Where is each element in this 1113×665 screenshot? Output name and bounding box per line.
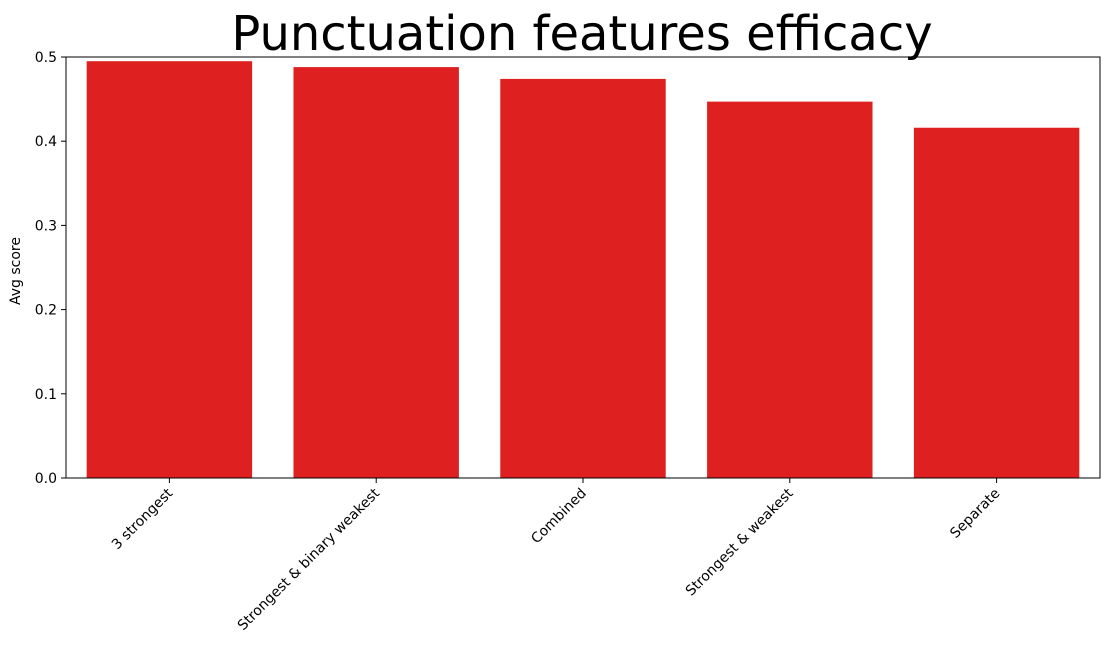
- x-tick-label: Separate: [947, 486, 1003, 542]
- chart-title: Punctuation features efficacy: [231, 6, 932, 62]
- y-tick-label: 0.5: [35, 50, 57, 66]
- bar: [293, 67, 459, 478]
- bars-group: [86, 61, 1080, 479]
- y-tick-label: 0.1: [35, 387, 57, 403]
- y-tick-label: 0.2: [35, 303, 57, 319]
- plot-frame: [65, 56, 1101, 479]
- bar: [86, 61, 253, 479]
- bar: [500, 78, 666, 478]
- bar: [707, 101, 873, 478]
- x-tick-label: Strongest & weakest: [683, 485, 797, 599]
- y-axis-label: Avg score: [8, 237, 24, 305]
- x-ticks-group: 3 strongest Strongest & binary weakest Com…: [109, 478, 1003, 634]
- y-tick-label: 0.0: [35, 471, 57, 487]
- y-tick-label: 0.3: [35, 218, 57, 234]
- x-tick-label: 3 strongest: [109, 485, 177, 553]
- y-tick-label: 0.4: [35, 134, 57, 150]
- y-ticks-group: 0.0 0.1 0.2 0.3 0.4 0.5: [35, 50, 66, 487]
- x-tick-label: Combined: [528, 486, 590, 548]
- bar: [913, 127, 1080, 478]
- x-tick-label: Strongest & binary weakest: [235, 485, 384, 634]
